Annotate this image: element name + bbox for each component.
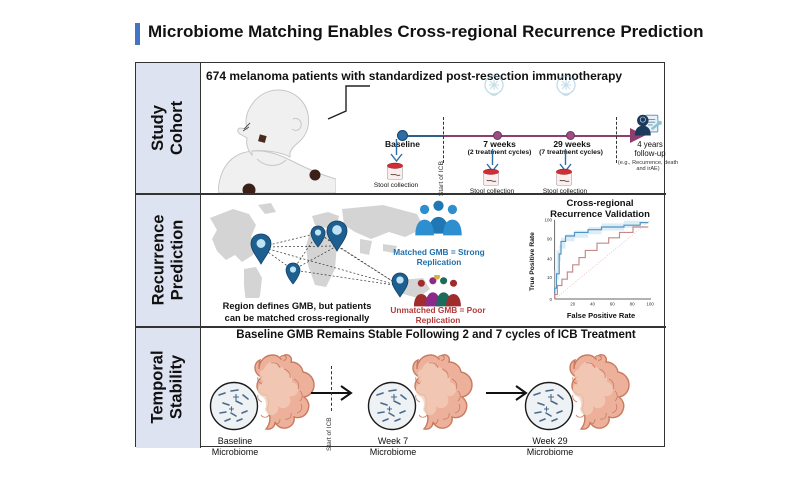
svg-text:90: 90	[547, 237, 553, 242]
svg-text:10: 10	[547, 275, 553, 280]
svg-text:100: 100	[646, 301, 654, 306]
svg-text:100: 100	[544, 218, 552, 223]
svg-text:80: 80	[630, 301, 636, 306]
svg-text:40: 40	[547, 256, 553, 261]
svg-text:20: 20	[570, 301, 576, 306]
svg-text:0: 0	[549, 297, 552, 302]
svg-text:40: 40	[590, 301, 596, 306]
svg-text:60: 60	[610, 301, 616, 306]
